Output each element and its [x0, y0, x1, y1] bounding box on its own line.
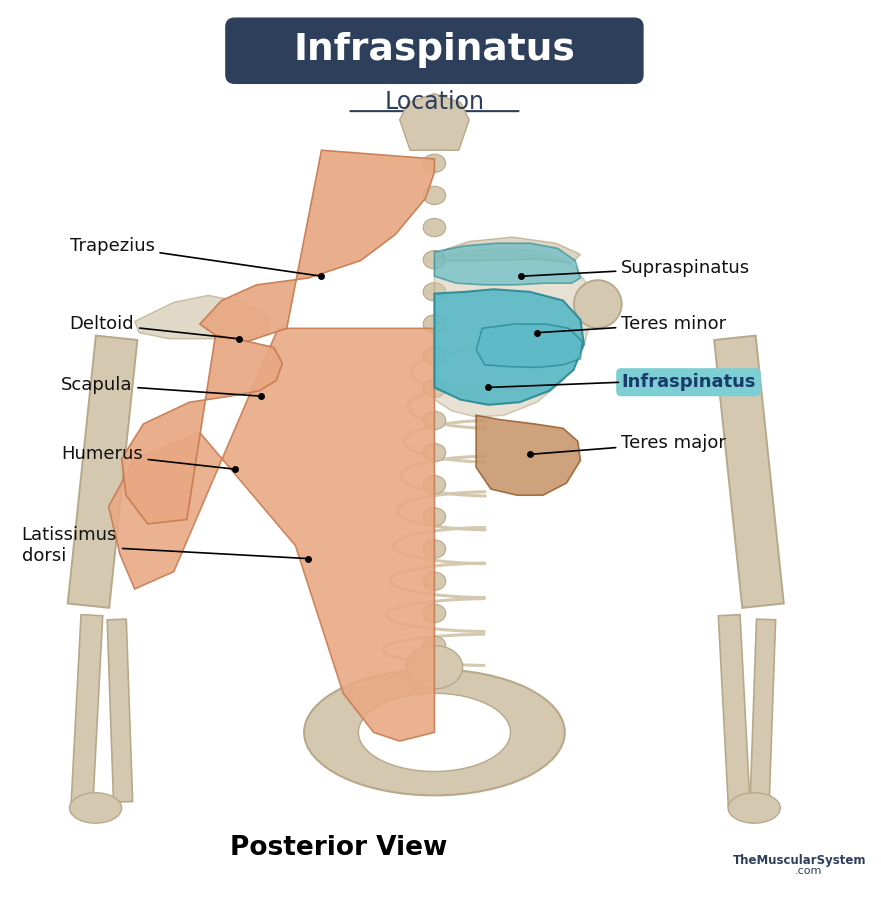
Ellipse shape: [423, 379, 446, 398]
Text: Scapula: Scapula: [61, 376, 258, 396]
Polygon shape: [476, 324, 582, 367]
Ellipse shape: [728, 793, 781, 824]
Ellipse shape: [423, 186, 446, 204]
Polygon shape: [718, 615, 750, 806]
Polygon shape: [108, 328, 434, 741]
Ellipse shape: [304, 670, 565, 796]
Text: Supraspinatus: Supraspinatus: [524, 258, 751, 276]
Ellipse shape: [406, 645, 463, 688]
Ellipse shape: [574, 280, 622, 328]
Polygon shape: [476, 415, 581, 495]
Polygon shape: [135, 295, 270, 338]
Ellipse shape: [423, 636, 446, 654]
Ellipse shape: [423, 250, 446, 269]
Text: Posterior View: Posterior View: [230, 835, 448, 861]
Text: Deltoid: Deltoid: [70, 315, 236, 338]
Polygon shape: [71, 615, 103, 806]
Ellipse shape: [423, 765, 446, 783]
Ellipse shape: [423, 219, 446, 237]
Ellipse shape: [359, 693, 510, 771]
Text: Humerus: Humerus: [61, 446, 232, 469]
Ellipse shape: [423, 604, 446, 623]
Ellipse shape: [70, 793, 122, 824]
Ellipse shape: [423, 475, 446, 494]
Polygon shape: [714, 336, 784, 608]
Polygon shape: [443, 237, 581, 263]
Polygon shape: [434, 243, 581, 285]
Text: Latissimus
dorsi: Latissimus dorsi: [22, 526, 306, 565]
Ellipse shape: [423, 701, 446, 719]
Ellipse shape: [423, 444, 446, 462]
Ellipse shape: [423, 154, 446, 173]
Ellipse shape: [423, 315, 446, 333]
Ellipse shape: [423, 733, 446, 751]
Ellipse shape: [423, 669, 446, 687]
Text: Teres minor: Teres minor: [540, 315, 726, 333]
Polygon shape: [400, 94, 470, 150]
Text: Location: Location: [384, 91, 485, 114]
Ellipse shape: [423, 411, 446, 429]
Text: Infraspinatus: Infraspinatus: [621, 374, 756, 392]
Text: Infraspinatus: Infraspinatus: [293, 32, 575, 68]
Polygon shape: [434, 248, 593, 417]
Polygon shape: [434, 289, 584, 405]
Ellipse shape: [423, 540, 446, 558]
Ellipse shape: [423, 572, 446, 590]
FancyBboxPatch shape: [226, 18, 643, 84]
Polygon shape: [750, 619, 775, 802]
Ellipse shape: [423, 283, 446, 301]
Polygon shape: [200, 150, 434, 341]
Text: Trapezius: Trapezius: [70, 237, 319, 275]
Polygon shape: [107, 619, 133, 802]
Ellipse shape: [423, 347, 446, 365]
Text: TheMuscularSystem: TheMuscularSystem: [733, 853, 866, 867]
Text: Teres major: Teres major: [533, 434, 726, 454]
Text: .com: .com: [795, 867, 822, 877]
Polygon shape: [122, 336, 283, 524]
Ellipse shape: [423, 508, 446, 526]
Polygon shape: [68, 336, 137, 608]
